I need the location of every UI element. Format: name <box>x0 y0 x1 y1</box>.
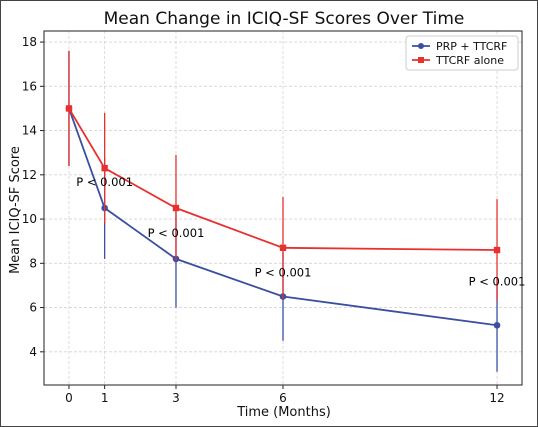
series-layer <box>65 50 501 372</box>
x-tick-label: 1 <box>101 391 109 405</box>
data-point <box>65 105 73 112</box>
legend-box <box>405 35 519 71</box>
legend-marker <box>418 43 424 49</box>
y-tick-label: 10 <box>22 212 37 226</box>
y-axis: 4 6 8 10 12 14 16 18 <box>22 35 44 359</box>
y-tick-label: 12 <box>22 168 37 182</box>
data-point <box>493 321 501 329</box>
annotations: P < 0.001 P < 0.001 P < 0.001 P < 0.001 <box>76 175 525 289</box>
p-value-annotation: P < 0.001 <box>76 175 133 189</box>
y-axis-label: Mean ICIQ-SF Score <box>8 146 23 274</box>
data-point <box>172 204 180 212</box>
legend-label: PRP + TTCRF <box>436 40 507 53</box>
y-tick-label: 14 <box>22 124 37 138</box>
y-tick-label: 4 <box>29 345 37 359</box>
x-axis: 0 1 3 6 12 <box>65 385 505 405</box>
data-point <box>279 244 287 252</box>
y-tick-label: 6 <box>29 301 37 315</box>
legend-marker <box>418 57 424 63</box>
x-axis-label: Time (Months) <box>236 405 331 420</box>
x-tick-label: 3 <box>172 391 180 405</box>
chart-title: Mean Change in ICIQ-SF Scores Over Time <box>104 9 465 29</box>
data-point <box>101 164 108 172</box>
x-tick-label: 6 <box>279 391 287 405</box>
legend-label: TTCRF alone <box>435 54 504 67</box>
y-tick-label: 18 <box>22 35 37 49</box>
x-tick-label: 12 <box>489 391 504 405</box>
p-value-annotation: P < 0.001 <box>148 226 205 240</box>
p-value-annotation: P < 0.001 <box>469 274 526 288</box>
x-tick-label: 0 <box>65 391 73 405</box>
y-tick-label: 16 <box>22 79 37 93</box>
series-1 <box>65 50 501 301</box>
y-tick-label: 8 <box>29 256 37 270</box>
p-value-annotation: P < 0.001 <box>255 266 312 280</box>
data-point <box>493 246 501 254</box>
